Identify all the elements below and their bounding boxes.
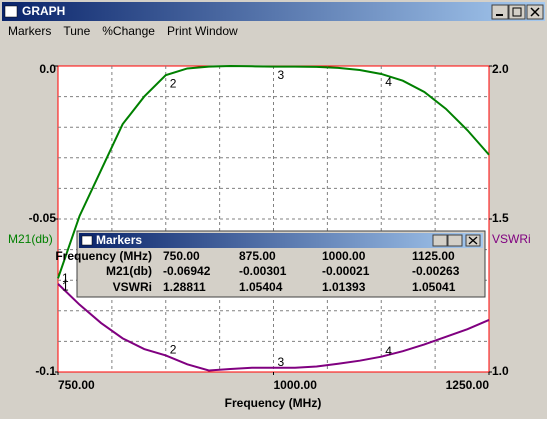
- series-line: [57, 64, 490, 279]
- table-cell: 1.01393: [322, 280, 366, 294]
- table-cell: 1000.00: [322, 249, 366, 263]
- marker-label: 1: [62, 280, 69, 294]
- marker-label: 2: [170, 343, 177, 357]
- table-cell: -0.06942: [163, 264, 211, 278]
- menu-item[interactable]: Markers: [8, 24, 51, 38]
- y2-tick-label: 1.5: [492, 211, 509, 225]
- markers-maximize[interactable]: [447, 234, 463, 247]
- marker-label: 3: [278, 68, 285, 82]
- menu-item[interactable]: Tune: [63, 24, 90, 38]
- table-cell: 1.28811: [163, 280, 206, 294]
- row-label: VSWRi: [113, 280, 152, 294]
- table-cell: 1.05041: [412, 280, 456, 294]
- table-cell: 750.00: [163, 249, 200, 263]
- marker-label: 1: [62, 271, 69, 285]
- menu-item[interactable]: Print Window: [167, 24, 238, 38]
- y2-tick-label: 2.0: [492, 62, 509, 76]
- markers-title-bar: [79, 233, 483, 248]
- y-axis-title: M21(db): [8, 232, 53, 246]
- marker-label: 4: [385, 75, 392, 89]
- y-tick-label: 0.0: [39, 62, 56, 76]
- markers-minimize[interactable]: [432, 234, 448, 247]
- markers-window: Markers Frequency (MHz) 750.00 875.00 1000.…: [55, 230, 486, 298]
- x-axis-title: Frequency (MHz): [225, 396, 322, 410]
- marker-label: 3: [278, 355, 285, 369]
- window-buttons: [491, 4, 544, 20]
- table-cell: -0.00021: [322, 264, 370, 278]
- table-cell: 875.00: [239, 249, 276, 263]
- marker-label: 4: [385, 344, 392, 358]
- row-label: Frequency (MHz): [55, 249, 152, 263]
- y2-tick-label: 1.0: [492, 364, 509, 378]
- table-cell: -0.00263: [412, 264, 460, 278]
- markers-icon: [81, 235, 93, 246]
- menu-item[interactable]: %Change: [102, 24, 155, 38]
- series-line: [57, 283, 490, 372]
- x-tick-label: 1000.00: [274, 378, 318, 392]
- markers-title: Markers: [96, 233, 142, 247]
- y-tick-label: -0.1: [35, 364, 56, 378]
- window-title: GRAPH: [22, 4, 65, 18]
- x-tick-label: 1250.00: [446, 378, 490, 392]
- table-cell: -0.00301: [239, 264, 287, 278]
- minimize-button[interactable]: [491, 4, 509, 20]
- x-tick-label: 750.00: [58, 378, 95, 392]
- maximize-button[interactable]: [508, 4, 526, 20]
- title-bar: [2, 2, 545, 21]
- marker-label: 2: [170, 76, 177, 90]
- window-icon: [4, 5, 18, 18]
- table-cell: 1125.00: [412, 249, 455, 263]
- menu-bar: Markers Tune %Change Print Window: [8, 24, 238, 38]
- row-label: M21(db): [106, 264, 152, 278]
- y2-axis-title: VSWRi: [492, 232, 531, 246]
- table-cell: 1.05404: [239, 280, 283, 294]
- y-tick-label: -0.05: [29, 211, 57, 225]
